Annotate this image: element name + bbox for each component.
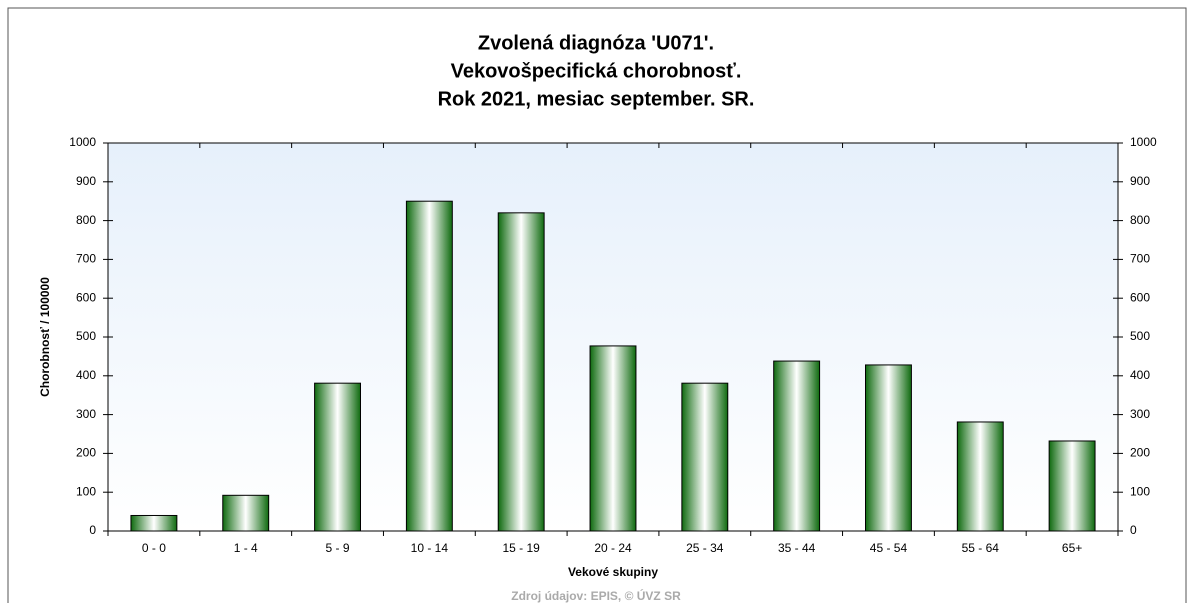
y2-tick-label: 600 bbox=[1130, 290, 1150, 304]
bar bbox=[497, 212, 545, 532]
bar bbox=[589, 345, 637, 532]
y-tick-label: 1000 bbox=[69, 135, 96, 149]
y-tick-label: 300 bbox=[76, 407, 96, 421]
y-tick-label: 100 bbox=[76, 484, 96, 498]
x-tick-label: 5 - 9 bbox=[326, 541, 350, 555]
chart-title: Zvolená diagnóza 'U071'. bbox=[478, 32, 714, 54]
y-tick-label: 700 bbox=[76, 252, 96, 266]
bar bbox=[405, 200, 453, 532]
y-tick-label: 0 bbox=[89, 523, 96, 537]
x-tick-label: 1 - 4 bbox=[234, 541, 258, 555]
bar bbox=[222, 494, 270, 532]
frame bbox=[7, 7, 1187, 603]
y2-tick-label: 700 bbox=[1130, 252, 1150, 266]
chart-title: Vekovošpecifická chorobnosť. bbox=[451, 60, 742, 82]
x-tick-label: 15 - 19 bbox=[503, 541, 541, 555]
y-tick-label: 400 bbox=[76, 368, 96, 382]
chart-title: Rok 2021, mesiac september. SR. bbox=[438, 88, 755, 110]
y2-tick-label: 900 bbox=[1130, 174, 1150, 188]
x-tick-label: 20 - 24 bbox=[594, 541, 632, 555]
y2-tick-label: 800 bbox=[1130, 213, 1150, 227]
y-tick-label: 900 bbox=[76, 174, 96, 188]
bar bbox=[956, 421, 1004, 532]
x-tick-label: 45 - 54 bbox=[870, 541, 908, 555]
y-tick-label: 600 bbox=[76, 290, 96, 304]
source: Zdroj údajov: EPIS, © ÚVZ SR bbox=[511, 588, 681, 603]
x-tick-label: 65+ bbox=[1062, 541, 1082, 555]
y2-tick-label: 100 bbox=[1130, 484, 1150, 498]
bar bbox=[130, 514, 178, 532]
y-tick-label: 200 bbox=[76, 446, 96, 460]
x-axis-label: Vekové skupiny bbox=[568, 565, 658, 579]
bar bbox=[314, 382, 362, 532]
bar bbox=[865, 364, 912, 532]
y-axis-label: Chorobnosť / 100000 bbox=[38, 277, 52, 397]
x-tick-label: 55 - 64 bbox=[962, 541, 1000, 555]
x-tick-label: 10 - 14 bbox=[411, 541, 449, 555]
y-tick-label: 500 bbox=[76, 329, 96, 343]
x-tick-label: 35 - 44 bbox=[778, 541, 816, 555]
y2-tick-label: 300 bbox=[1130, 407, 1150, 421]
y2-tick-label: 400 bbox=[1130, 368, 1150, 382]
bar bbox=[773, 360, 821, 532]
x-tick-label: 25 - 34 bbox=[686, 541, 724, 555]
bar bbox=[681, 382, 729, 532]
y2-tick-label: 1000 bbox=[1130, 135, 1157, 149]
y2-tick-label: 500 bbox=[1130, 329, 1150, 343]
y2-tick-label: 200 bbox=[1130, 446, 1150, 460]
y2-tick-label: 0 bbox=[1130, 523, 1137, 537]
bar bbox=[1048, 440, 1096, 532]
x-tick-label: 0 - 0 bbox=[142, 541, 166, 555]
y-tick-label: 800 bbox=[76, 213, 96, 227]
